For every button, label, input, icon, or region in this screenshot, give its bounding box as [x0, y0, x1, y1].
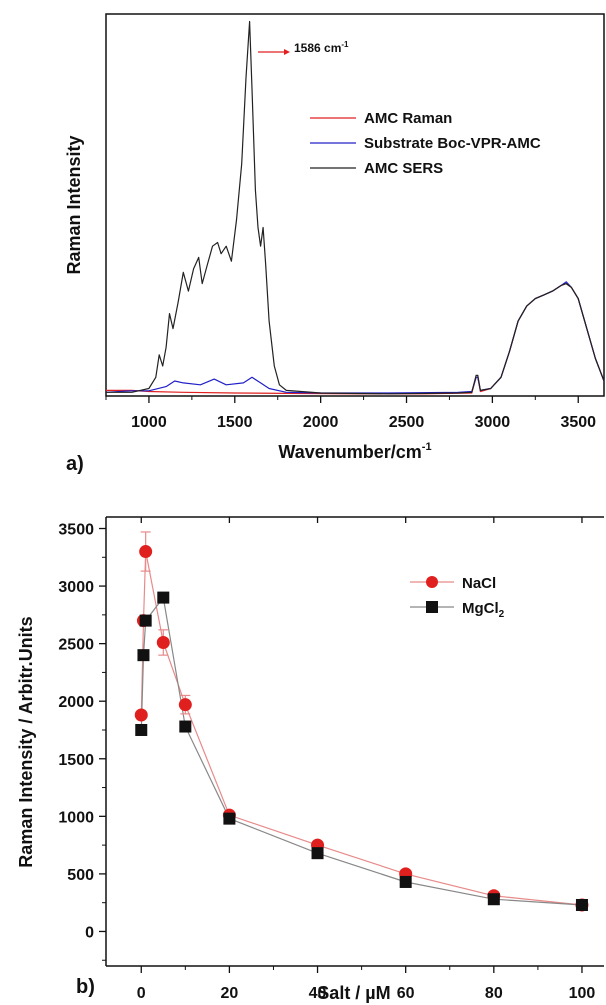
data-point-mgcl2: [137, 649, 150, 662]
x-tick-label-a: 2500: [389, 414, 425, 431]
x-tick-label-b: 0: [137, 985, 146, 1002]
y-tick-label-b: 3000: [58, 579, 94, 596]
y-axis-label-a: Raman Intensity: [64, 135, 84, 274]
series-line-a-2: [106, 20, 605, 395]
x-tick-label-a: 1500: [217, 414, 253, 431]
legend-label-nacl: NaCl: [462, 575, 496, 592]
x-tick-label-b: 20: [220, 985, 238, 1002]
x-axis-label-a: Wavenumber/cm-1: [278, 441, 431, 462]
x-ticks-a: 1000 1500 2000 2500 3000 3500: [105, 396, 596, 431]
series-group-b: [134, 531, 589, 912]
legend-label-amc-sers: AMC SERS: [364, 160, 443, 177]
series-line-b-1: [140, 596, 583, 906]
y-tick-label-b: 1500: [58, 752, 94, 769]
series-line-a-1: [105, 281, 605, 394]
y-tick-label-b: 500: [67, 867, 94, 884]
data-point-mgcl2: [575, 898, 588, 911]
legend-a: AMC Raman Substrate Boc-VPR-AMC AMC SERS: [310, 110, 541, 177]
legend-label-mgcl2: MgCl2: [462, 600, 505, 620]
x-tick-label-a: 3500: [560, 414, 596, 431]
series-line-a-0: [106, 283, 605, 395]
legend-marker-nacl: [426, 576, 438, 588]
x-tick-label-a: 2000: [303, 414, 339, 431]
legend-b: NaCl MgCl2: [410, 575, 505, 620]
y-tick-label-b: 2500: [58, 637, 94, 654]
legend-marker-mgcl2: [426, 601, 438, 613]
y-axis-label-b: Raman Intensity / Arbitr.Units: [16, 616, 36, 867]
legend-label-substrate: Substrate Boc-VPR-AMC: [364, 135, 541, 152]
data-point-nacl: [139, 545, 153, 559]
x-tick-label-b: 40: [309, 985, 327, 1002]
data-point-mgcl2: [135, 723, 148, 736]
y-tick-label-b: 3500: [58, 522, 94, 539]
x-ticks-b: 0 20 40 60 80 100: [137, 517, 596, 1002]
chart-panel-b: 0 20 40 60 80 100 0 500 1000 1500 2000 2500 3000 350…: [16, 516, 604, 1003]
data-point-mgcl2: [311, 847, 324, 860]
x-tick-label-b: 80: [485, 985, 503, 1002]
peak-annotation: 1586 cm-1: [258, 40, 349, 55]
y-tick-label-b: 0: [85, 924, 94, 941]
data-point-mgcl2: [157, 591, 170, 604]
panel-label-b: b): [76, 976, 95, 998]
data-point-nacl: [134, 708, 148, 722]
panel-label-a: a): [66, 453, 84, 475]
data-point-mgcl2: [223, 812, 236, 825]
x-tick-label-a: 1000: [131, 414, 167, 431]
data-point-mgcl2: [399, 875, 412, 888]
legend-label-amc-raman: AMC Raman: [364, 110, 452, 127]
y-tick-label-b: 2000: [58, 694, 94, 711]
x-tick-label-b: 60: [397, 985, 415, 1002]
plot-frame-a: [105, 13, 605, 397]
x-tick-label-b: 100: [569, 985, 596, 1002]
data-point-mgcl2: [487, 893, 500, 906]
data-point-nacl: [178, 698, 192, 712]
chart-panel-a: 1000 1500 2000 2500 3000 3500 Raman Intensity…: [64, 13, 605, 475]
x-axis-label-b: Salt / µM: [317, 983, 390, 1003]
data-point-mgcl2: [179, 720, 192, 733]
x-tick-label-a: 3000: [475, 414, 511, 431]
annotation-label: 1586 cm-1: [294, 40, 349, 55]
y-tick-label-b: 1000: [58, 809, 94, 826]
data-point-nacl: [156, 635, 170, 649]
series-group-a: [105, 20, 605, 395]
series-line-b-0: [140, 551, 583, 906]
annotation-arrow-head: [284, 49, 290, 55]
y-ticks-b: 0 500 1000 1500 2000 2500 3000 3500: [58, 522, 106, 961]
data-point-mgcl2: [139, 614, 152, 627]
